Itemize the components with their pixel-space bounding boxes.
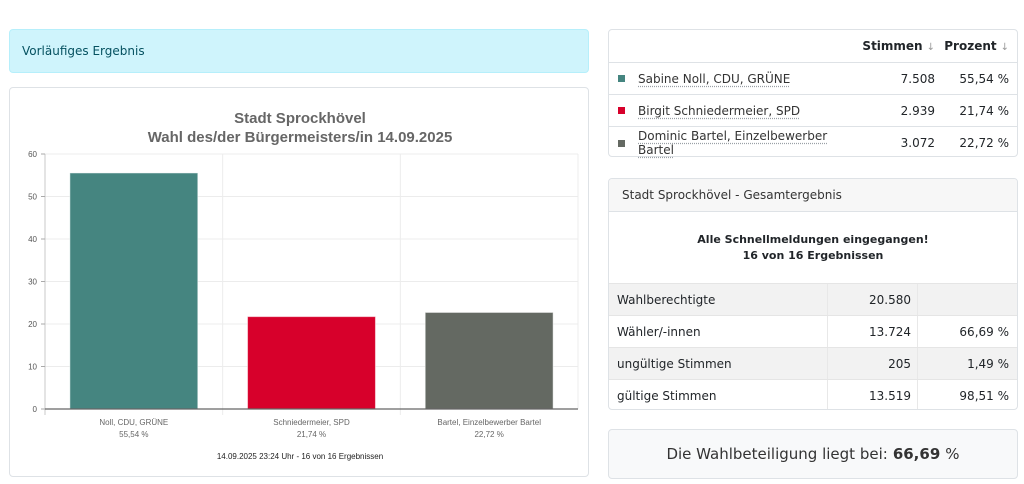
votes-value: 7.508 [900, 71, 935, 86]
alert-text: Vorläufiges Ergebnis [22, 44, 145, 58]
turnout-banner: Die Wahlbeteiligung liegt bei: 66,69 % [608, 429, 1018, 479]
percent-value: 21,74 % [959, 103, 1009, 118]
stat-value: 13.724 [827, 316, 917, 347]
stats-row: Wahlberechtigte 20.580 [609, 283, 1017, 315]
color-swatch-icon [618, 107, 625, 114]
sort-by-percent-header[interactable]: Prozent ↓ [944, 39, 1009, 53]
stat-label: ungültige Stimmen [617, 356, 732, 371]
chart-y-ticks: 0 10 20 30 40 50 60 [28, 150, 45, 414]
y-tick-label: 60 [28, 150, 37, 159]
turnout-suffix: % [945, 445, 960, 463]
votes-value: 2.939 [900, 103, 935, 118]
total-result-header: Stadt Sprockhövel - Gesamtergebnis [609, 179, 1017, 212]
stat-percent: 1,49 % [917, 348, 1017, 379]
preliminary-result-alert: Vorläufiges Ergebnis [9, 29, 589, 73]
x-tick-label: Noll, CDU, GRÜNE [99, 418, 168, 427]
table-row: Sabine Noll, CDU, GRÜNE 7.508 55,54 % [609, 63, 1017, 95]
chart-x-labels: Noll, CDU, GRÜNE 55,54 % Schniedermeier, S… [99, 418, 541, 439]
bar [69, 172, 199, 410]
stat-label: Wahlberechtigte [617, 292, 716, 307]
chart-bars [45, 172, 578, 410]
y-tick-label: 30 [28, 278, 37, 287]
chart-card: Stadt Sprockhövel Wahl des/der Bürgermei… [9, 87, 589, 477]
stat-percent [917, 284, 1017, 315]
candidate-results-table: Stimmen ↓ Prozent ↓ Sabine Noll, CDU, GRÜN… [608, 29, 1018, 157]
stats-row: gültige Stimmen 13.519 98,51 % [609, 379, 1017, 409]
bar [424, 311, 554, 410]
y-tick-label: 10 [28, 363, 37, 372]
stat-label: Wähler/-innen [617, 324, 701, 339]
reporting-status: Alle Schnellmeldungen eingegangen! 16 vo… [609, 212, 1017, 283]
stat-value: 20.580 [827, 284, 917, 315]
stat-percent: 98,51 % [917, 380, 1017, 409]
candidate-link[interactable]: Sabine Noll, CDU, GRÜNE [638, 71, 791, 86]
stat-percent: 66,69 % [917, 316, 1017, 347]
sort-by-votes-header[interactable]: Stimmen ↓ [862, 39, 935, 53]
x-tick-label: Schniedermeier, SPD [273, 418, 350, 427]
chart-footer: 14.09.2025 23:24 Uhr - 16 von 16 Ergebni… [217, 452, 383, 461]
candidate-link[interactable]: Dominic Bartel, Einzelbewerber Bartel [638, 129, 828, 157]
stat-value: 13.519 [827, 380, 917, 409]
bar-chart: Stadt Sprockhövel Wahl des/der Bürgermei… [28, 110, 579, 461]
turnout-prefix: Die Wahlbeteiligung liegt bei: [666, 445, 888, 463]
table-row: Birgit Schniedermeier, SPD 2.939 21,74 % [609, 95, 1017, 127]
y-tick-label: 40 [28, 235, 37, 244]
table-header: Stimmen ↓ Prozent ↓ [609, 30, 1017, 63]
y-tick-label: 20 [28, 320, 37, 329]
chart-subtitle: Wahl des/der Bürgermeisters/in 14.09.202… [148, 129, 453, 146]
candidate-link[interactable]: Birgit Schniedermeier, SPD [638, 103, 801, 118]
stat-value: 205 [827, 348, 917, 379]
x-tick-sublabel: 22,72 % [474, 430, 503, 439]
turnout-value: 66,69 [892, 445, 941, 463]
color-swatch-icon [618, 139, 625, 147]
total-result-card: Stadt Sprockhövel - Gesamtergebnis Alle … [608, 178, 1018, 410]
color-swatch-icon [618, 75, 625, 82]
x-tick-label: Bartel, Einzelbewerber Bartel [437, 418, 541, 427]
sort-arrow-down-icon: ↓ [926, 42, 935, 53]
votes-value: 3.072 [900, 136, 935, 150]
bar [247, 316, 376, 410]
status-line-2: 16 von 16 Ergebnissen [742, 248, 884, 262]
y-tick-label: 0 [33, 405, 38, 414]
stats-row: Wähler/-innen 13.724 66,69 % [609, 315, 1017, 347]
y-tick-label: 50 [28, 193, 37, 202]
chart-title: Stadt Sprockhövel [234, 110, 366, 127]
sort-arrow-down-icon: ↓ [1000, 42, 1009, 53]
status-line-1: Alle Schnellmeldungen eingegangen! [697, 232, 929, 246]
table-row: Dominic Bartel, Einzelbewerber Bartel 3.… [609, 127, 1017, 159]
x-tick-sublabel: 55,54 % [119, 430, 148, 439]
stats-row: ungültige Stimmen 205 1,49 % [609, 347, 1017, 379]
percent-value: 22,72 % [959, 136, 1009, 150]
x-tick-sublabel: 21,74 % [297, 430, 326, 439]
stat-label: gültige Stimmen [617, 388, 717, 403]
percent-value: 55,54 % [959, 71, 1009, 86]
